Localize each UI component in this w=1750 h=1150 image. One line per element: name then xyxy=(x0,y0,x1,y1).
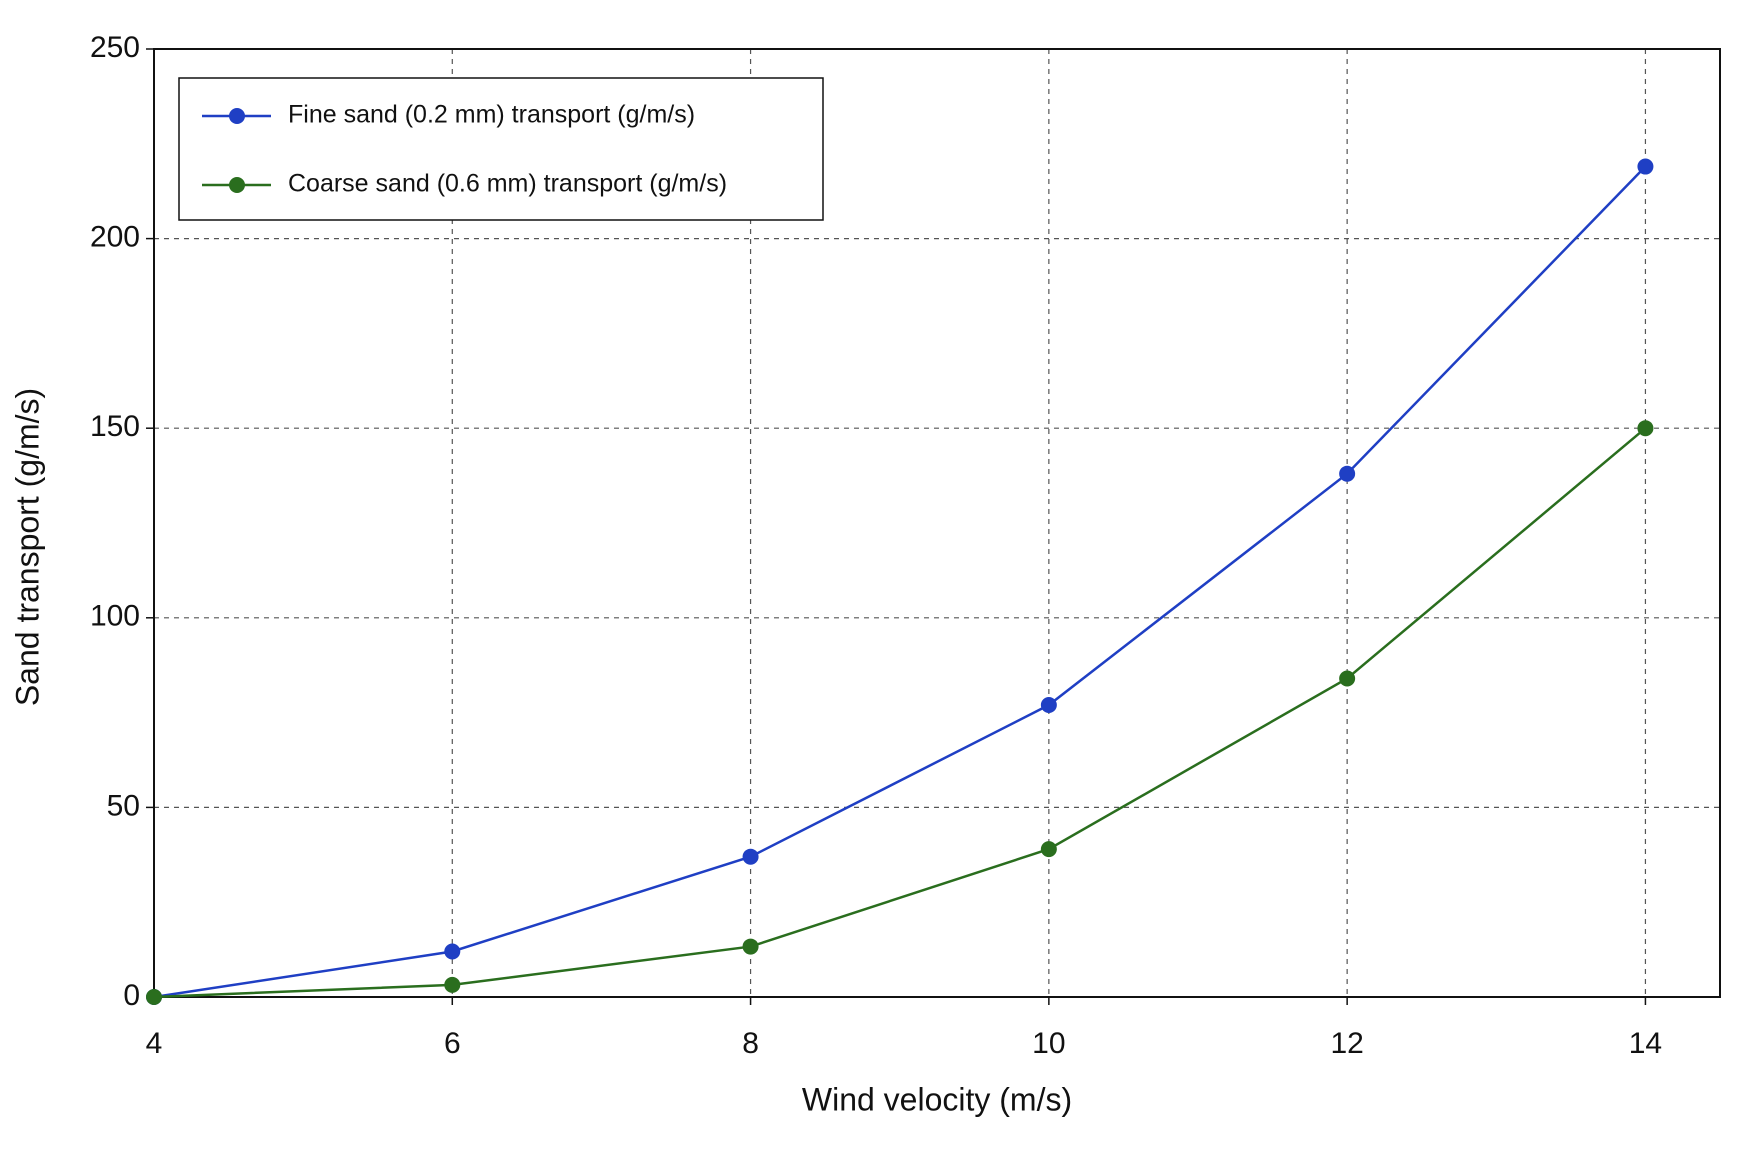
data-point xyxy=(742,938,759,955)
data-point xyxy=(1339,465,1356,482)
x-axis-label: Wind velocity (m/s) xyxy=(802,1081,1072,1117)
data-point xyxy=(444,976,461,993)
x-tick-label: 4 xyxy=(146,1027,163,1060)
plot-frame xyxy=(153,48,1721,998)
y-tick-label: 100 xyxy=(90,600,140,633)
data-point xyxy=(444,943,461,960)
y-axis-label: Sand transport (g/m/s) xyxy=(9,388,45,706)
legend-marker xyxy=(229,108,245,124)
legend-marker xyxy=(229,177,245,193)
legend-label: Coarse sand (0.6 mm) transport (g/m/s) xyxy=(288,170,727,198)
series-line xyxy=(153,427,1647,999)
x-tick-label: 8 xyxy=(742,1027,759,1060)
x-tick-label: 6 xyxy=(444,1027,461,1060)
data-point xyxy=(1339,670,1356,687)
data-point xyxy=(1040,841,1057,858)
data-point xyxy=(742,848,759,865)
x-tick-label: 14 xyxy=(1629,1027,1662,1060)
y-tick-label: 0 xyxy=(123,979,140,1012)
data-point xyxy=(1637,158,1654,175)
x-tick-label: 12 xyxy=(1330,1027,1363,1060)
data-point xyxy=(146,989,162,1005)
x-tick-label: 10 xyxy=(1032,1027,1065,1060)
legend-label: Fine sand (0.2 mm) transport (g/m/s) xyxy=(288,101,695,129)
y-tick-label: 150 xyxy=(90,410,140,443)
y-tick-label: 50 xyxy=(107,789,140,822)
data-point xyxy=(1040,697,1057,714)
data-point xyxy=(1637,420,1654,437)
legend-box xyxy=(178,77,824,221)
series-line xyxy=(153,165,1647,999)
y-tick-label: 200 xyxy=(90,221,140,254)
y-tick-label: 250 xyxy=(90,31,140,64)
